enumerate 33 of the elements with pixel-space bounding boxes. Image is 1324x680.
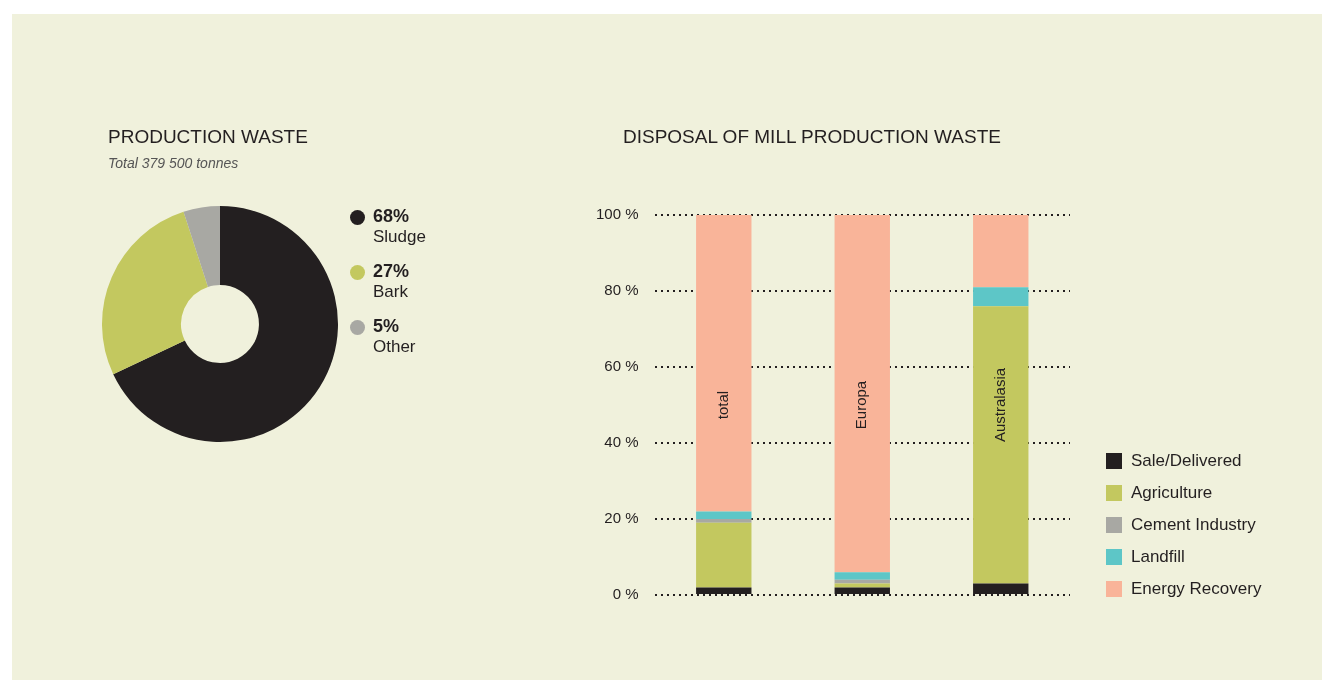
- category-label: total: [713, 390, 731, 420]
- y-tick-label: 60 %: [604, 357, 639, 375]
- data-label: 5%: [373, 316, 400, 337]
- data-label: 68%: [373, 206, 411, 227]
- chart-title: PRODUCTION WASTE: [108, 126, 308, 148]
- chart-title: DISPOSAL OF MILL PRODUCTION WASTE: [623, 126, 1001, 148]
- y-tick-label: 20 %: [604, 509, 639, 527]
- bar: [973, 287, 1029, 307]
- bar: [834, 215, 890, 573]
- legend-label: Energy Recovery: [1131, 579, 1262, 599]
- bar: [696, 215, 752, 512]
- category-label: Australasia: [990, 367, 1008, 443]
- legend-label: Sale/Delivered: [1131, 451, 1242, 471]
- legend-label: Sludge: [373, 227, 426, 246]
- data-label: 27%: [373, 261, 410, 282]
- legend-label: Other: [373, 337, 416, 356]
- bar: [696, 522, 752, 588]
- legend-label: Agriculture: [1131, 483, 1213, 503]
- chart-subtitle: Total 379 500 tonnes: [108, 155, 239, 171]
- category-label: Europa: [852, 380, 870, 430]
- legend-label: Cement Industry: [1131, 515, 1256, 535]
- bar: [834, 579, 890, 584]
- legend-label: Landfill: [1131, 547, 1185, 567]
- y-tick-label: 40 %: [604, 433, 639, 451]
- bar: [696, 511, 752, 519]
- y-tick-label: 0 %: [612, 585, 639, 603]
- legend-label: Bark: [373, 282, 408, 301]
- bar: [973, 306, 1029, 584]
- y-tick-label: 100 %: [595, 205, 639, 223]
- y-tick-label: 80 %: [604, 281, 639, 299]
- bar: [834, 572, 890, 580]
- bar: [973, 215, 1029, 288]
- bar: [696, 519, 752, 523]
